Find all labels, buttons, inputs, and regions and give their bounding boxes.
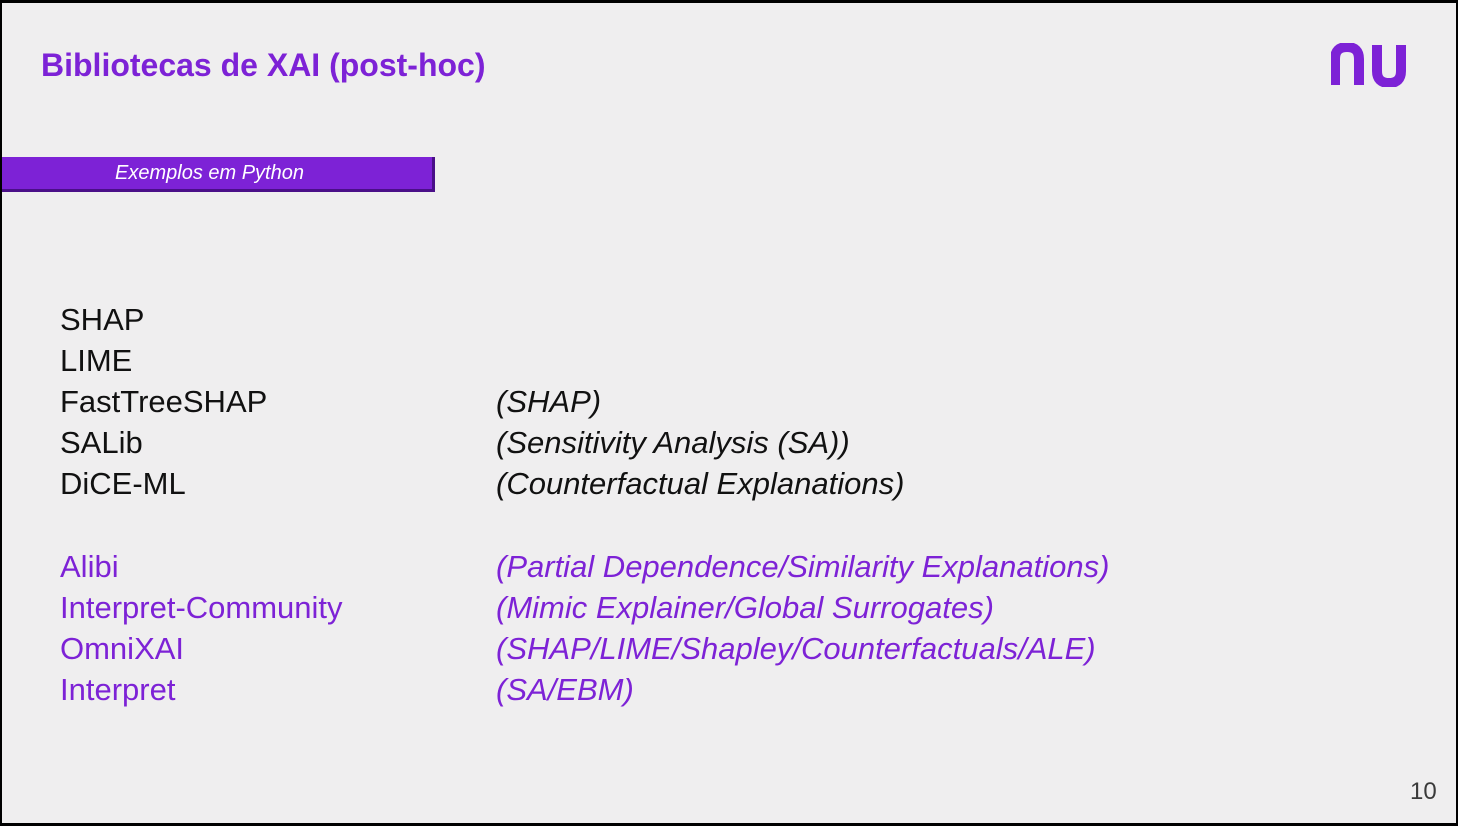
list-item: LIME [60,341,1260,381]
list-item: FastTreeSHAP (SHAP) [60,382,1260,422]
list-item: DiCE-ML (Counterfactual Explanations) [60,464,1260,504]
library-description: (Mimic Explainer/Global Surrogates) [496,590,994,625]
library-name: OmniXAI [60,631,185,666]
list-item: SALib (Sensitivity Analysis (SA)) [60,423,1260,463]
library-description: (Counterfactual Explanations) [496,466,905,501]
library-description: (Sensitivity Analysis (SA)) [496,425,850,460]
library-list: SHAP LIME FastTreeSHAP (SHAP) SALib (Sen… [60,3,1260,823]
library-name: SALib [60,425,143,460]
list-item: OmniXAI (SHAP/LIME/Shapley/Counterfactua… [60,629,1260,669]
banner-label: Exemplos em Python [115,162,304,184]
library-description: (SHAP/LIME/Shapley/Counterfactuals/ALE) [496,631,1096,666]
library-name: LIME [60,343,133,378]
section-banner: Exemplos em Python [2,157,435,192]
library-description: (SHAP) [496,384,602,419]
library-name: Interpret [60,672,176,707]
nu-logo [1331,43,1406,87]
library-name: FastTreeSHAP [60,384,268,419]
page-number: 10 [1410,778,1437,805]
slide-title: Bibliotecas de XAI (post-hoc) [41,47,486,83]
library-name: SHAP [60,302,145,337]
slide: Bibliotecas de XAI (post-hoc) Exemplos e… [2,3,1456,823]
library-description: (SA/EBM) [496,672,634,707]
library-name: Interpret-Community [60,590,343,625]
list-item: Interpret (SA/EBM) [60,670,1260,710]
library-name: Alibi [60,549,119,584]
list-item: Alibi (Partial Dependence/Similarity Exp… [60,547,1260,587]
list-item: SHAP [60,300,1260,340]
list-item: Interpret-Community (Mimic Explainer/Glo… [60,588,1260,628]
library-description: (Partial Dependence/Similarity Explanati… [496,549,1110,584]
library-name: DiCE-ML [60,466,186,501]
